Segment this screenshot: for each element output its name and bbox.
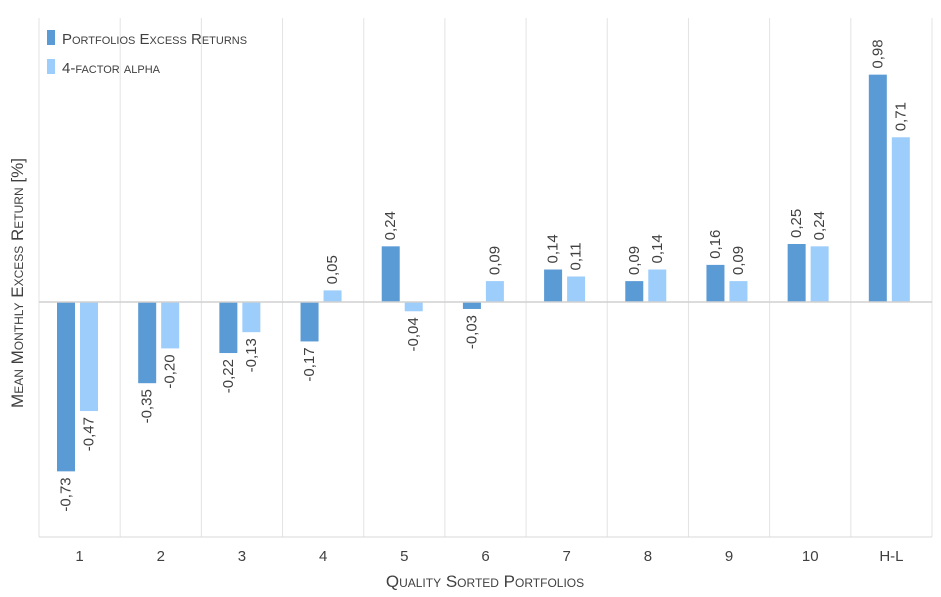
grid-lines bbox=[38, 18, 933, 537]
data-label: -0,22 bbox=[220, 359, 237, 393]
legend-swatch-series-2 bbox=[47, 59, 55, 74]
legend: Portfolios Excess Returns 4-factor alpha bbox=[47, 30, 247, 77]
bar-series-2-6 bbox=[485, 281, 504, 302]
bar-series-2-8 bbox=[648, 269, 667, 302]
data-label: 0,14 bbox=[649, 234, 666, 263]
bar-series-1-6 bbox=[462, 302, 481, 309]
data-label: 0,24 bbox=[811, 211, 828, 240]
bar-series-1-5 bbox=[381, 246, 400, 302]
bar-series-2-2 bbox=[161, 302, 180, 349]
bar-series-2-10 bbox=[810, 246, 829, 302]
bar-series-1-7 bbox=[544, 269, 563, 302]
bar-series-1-4 bbox=[300, 302, 319, 342]
bar-series-2-H-L bbox=[891, 137, 910, 302]
bar-series-2-4 bbox=[323, 290, 342, 302]
data-label: 0,16 bbox=[707, 230, 724, 259]
y-axis-title: Mean Monthly Excess Return [%] bbox=[8, 158, 27, 408]
data-label: 0,09 bbox=[626, 246, 643, 275]
legend-label-series-1: Portfolios Excess Returns bbox=[62, 31, 247, 48]
data-label: -0,47 bbox=[81, 417, 98, 451]
x-tick-label: 6 bbox=[481, 548, 489, 565]
x-tick-label: 3 bbox=[238, 548, 246, 565]
data-label: -0,03 bbox=[463, 315, 480, 349]
data-label: -0,20 bbox=[162, 354, 179, 388]
data-label: 0,14 bbox=[545, 234, 562, 263]
bar-series-1-9 bbox=[706, 264, 725, 302]
x-tick-label: 2 bbox=[157, 548, 165, 565]
x-tick-label: 10 bbox=[802, 548, 819, 565]
x-tick-label: H-L bbox=[879, 548, 903, 565]
data-labels: -0,73 -0,35 -0,22 -0,17 0,24 -0,03 0,14 0,09 0,1… bbox=[58, 39, 910, 511]
data-label: 0,05 bbox=[324, 255, 341, 284]
bars bbox=[57, 74, 910, 472]
x-tick-label: 5 bbox=[400, 548, 408, 565]
bar-series-1-1 bbox=[57, 302, 75, 472]
data-label: 0,11 bbox=[568, 242, 585, 270]
x-axis-title: Quality Sorted Portfolios bbox=[386, 572, 584, 591]
bar-series-2-5 bbox=[404, 302, 423, 312]
data-label: -0,35 bbox=[139, 389, 156, 423]
x-tick-label: 1 bbox=[75, 548, 83, 565]
legend-swatch-series-1 bbox=[47, 30, 55, 45]
bar-series-1-H-L bbox=[868, 74, 887, 302]
bar-series-2-1 bbox=[80, 302, 98, 412]
bar-series-2-7 bbox=[567, 276, 586, 302]
data-label: -0,73 bbox=[58, 477, 75, 511]
legend-label-series-2: 4-factor alpha bbox=[62, 60, 161, 77]
bar-series-1-3 bbox=[219, 302, 238, 354]
bar-series-1-8 bbox=[625, 281, 644, 302]
data-label: 0,09 bbox=[486, 246, 503, 275]
data-label: 0,71 bbox=[892, 102, 909, 131]
x-tick-label: 8 bbox=[644, 548, 652, 565]
data-label: 0,25 bbox=[788, 209, 805, 238]
data-label: -0,17 bbox=[301, 347, 318, 381]
x-tick-label: 9 bbox=[725, 548, 733, 565]
x-tick-label: 4 bbox=[319, 548, 327, 565]
bar-series-2-9 bbox=[729, 281, 748, 302]
bar-series-2-3 bbox=[242, 302, 261, 333]
bar-series-1-10 bbox=[787, 244, 806, 302]
bar-series-1-2 bbox=[138, 302, 157, 384]
data-label: 0,98 bbox=[869, 39, 886, 68]
x-tick-label: 7 bbox=[563, 548, 571, 565]
data-label: 0,24 bbox=[382, 211, 399, 240]
data-label: -0,04 bbox=[405, 317, 422, 351]
axes: 1 2 3 4 5 6 7 8 9 10 H-L bbox=[39, 301, 932, 565]
data-label: -0,13 bbox=[243, 338, 260, 372]
data-label: 0,09 bbox=[730, 246, 747, 275]
